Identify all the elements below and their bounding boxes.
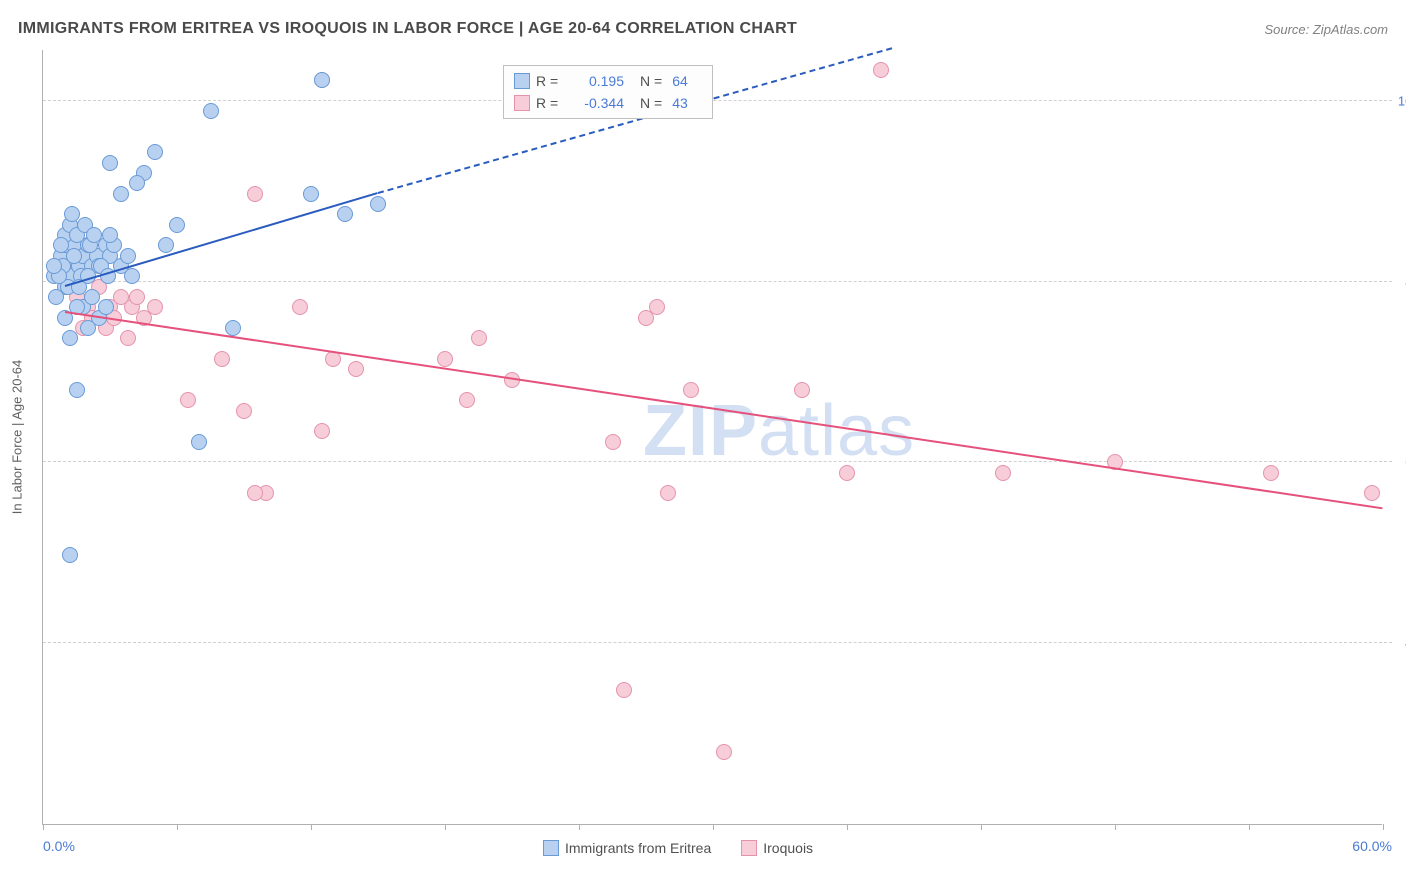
x-tick [1383,824,1384,830]
data-point-iroquois [1364,485,1380,501]
data-point-eritrea [129,175,145,191]
data-point-eritrea [46,258,62,274]
data-point-iroquois [459,392,475,408]
x-min-label: 0.0% [43,838,75,854]
x-tick [981,824,982,830]
stat-n-label: N = [640,73,662,89]
legend-label: Immigrants from Eritrea [565,840,711,856]
gridline [43,281,1392,282]
data-point-iroquois [605,434,621,450]
stat-r-label: R = [536,73,562,89]
stat-n-value: 64 [672,73,702,89]
chart-title: IMMIGRANTS FROM ERITREA VS IROQUOIS IN L… [18,20,797,38]
legend-item-iroquois: Iroquois [741,840,813,856]
data-point-eritrea [370,196,386,212]
stat-n-value: 43 [672,95,702,111]
stat-r-value: -0.344 [568,95,624,111]
data-point-eritrea [102,227,118,243]
data-point-eritrea [147,144,163,160]
x-tick [1249,824,1250,830]
x-tick [311,824,312,830]
data-point-iroquois [995,465,1011,481]
x-tick [579,824,580,830]
scatter-plot: In Labor Force | Age 20-64 47.5%65.0%82.… [42,50,1382,825]
data-point-eritrea [102,155,118,171]
stats-row-iroquois: R = -0.344 N = 43 [514,92,702,114]
x-max-label: 60.0% [1352,838,1392,854]
data-point-iroquois [683,382,699,398]
data-point-iroquois [660,485,676,501]
regression-line [65,311,1383,509]
gridline [43,642,1392,643]
data-point-eritrea [120,248,136,264]
data-point-iroquois [638,310,654,326]
data-point-iroquois [180,392,196,408]
data-point-eritrea [337,206,353,222]
data-point-iroquois [1263,465,1279,481]
legend-item-eritrea: Immigrants from Eritrea [543,840,711,856]
data-point-iroquois [247,186,263,202]
swatch-icon [543,840,559,856]
data-point-eritrea [62,330,78,346]
data-point-eritrea [124,268,140,284]
swatch-icon [514,95,530,111]
data-point-iroquois [873,62,889,78]
x-tick [177,824,178,830]
data-point-eritrea [314,72,330,88]
series-legend: Immigrants from Eritrea Iroquois [543,840,813,856]
stat-n-label: N = [640,95,662,111]
data-point-iroquois [794,382,810,398]
data-point-eritrea [113,186,129,202]
swatch-icon [741,840,757,856]
data-point-iroquois [314,423,330,439]
source-label: Source: ZipAtlas.com [1264,22,1388,37]
data-point-iroquois [147,299,163,315]
x-tick [713,824,714,830]
data-point-eritrea [191,434,207,450]
y-axis-title: In Labor Force | Age 20-64 [10,360,25,514]
data-point-iroquois [437,351,453,367]
data-point-iroquois [348,361,364,377]
data-point-iroquois [616,682,632,698]
stats-row-eritrea: R = 0.195 N = 64 [514,70,702,92]
data-point-iroquois [120,330,136,346]
x-tick [847,824,848,830]
gridline [43,461,1392,462]
gridline [43,100,1392,101]
data-point-iroquois [214,351,230,367]
y-tick-label: 65.0% [1388,455,1406,470]
data-point-eritrea [69,382,85,398]
legend-label: Iroquois [763,840,813,856]
y-tick-label: 47.5% [1388,636,1406,651]
swatch-icon [514,73,530,89]
data-point-eritrea [80,320,96,336]
data-point-eritrea [225,320,241,336]
data-point-eritrea [66,248,82,264]
data-point-iroquois [839,465,855,481]
data-point-iroquois [236,403,252,419]
data-point-eritrea [62,547,78,563]
x-tick [43,824,44,830]
data-point-iroquois [247,485,263,501]
data-point-iroquois [471,330,487,346]
data-point-iroquois [292,299,308,315]
y-tick-label: 100.0% [1388,93,1406,108]
stat-r-label: R = [536,95,562,111]
stat-r-value: 0.195 [568,73,624,89]
data-point-iroquois [129,289,145,305]
data-point-eritrea [158,237,174,253]
data-point-eritrea [303,186,319,202]
x-tick [445,824,446,830]
y-tick-label: 82.5% [1388,274,1406,289]
x-tick [1115,824,1116,830]
data-point-iroquois [716,744,732,760]
data-point-eritrea [203,103,219,119]
data-point-eritrea [98,299,114,315]
stats-legend: R = 0.195 N = 64 R = -0.344 N = 43 [503,65,713,119]
data-point-eritrea [169,217,185,233]
